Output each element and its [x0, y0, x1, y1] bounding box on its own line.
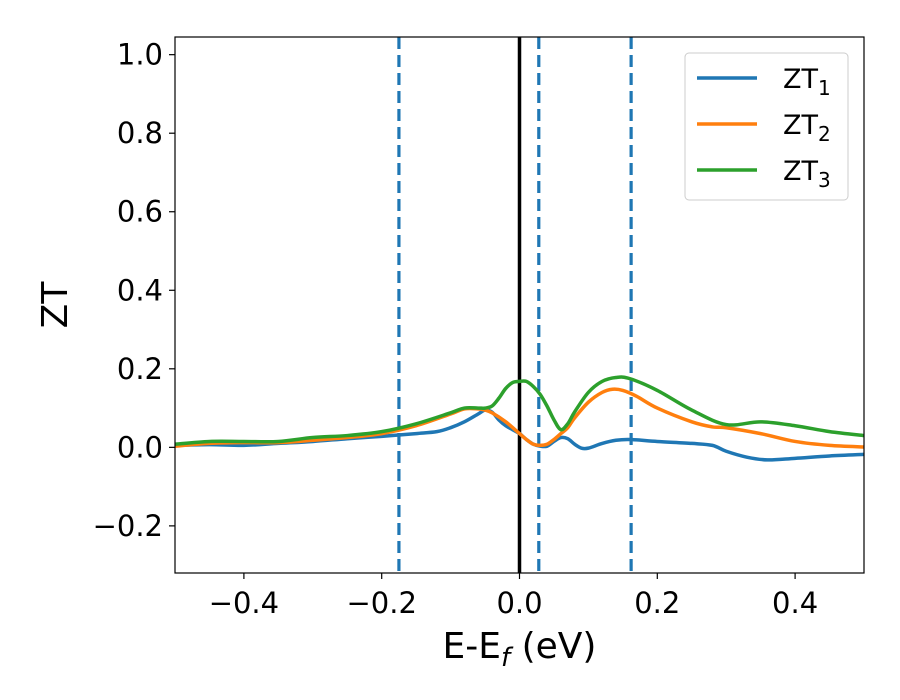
- series-line-zt3: [174, 375, 865, 446]
- x-tick-label: 0.4: [772, 586, 818, 620]
- y-tick-label: −0.2: [93, 509, 163, 543]
- y-axis-label: ZT: [35, 281, 76, 329]
- x-tick-label: 0.0: [496, 586, 542, 620]
- vertical-marker-lines: [397, 37, 633, 573]
- legend-item-zt2: ZT2: [697, 110, 831, 146]
- legend-item-zt3: ZT3: [697, 156, 831, 192]
- y-tick-label: 0.4: [117, 273, 163, 307]
- x-axis-label-unit: (eV): [510, 626, 596, 667]
- legend-label: ZT2: [783, 110, 831, 146]
- x-axis-label-main: E-E: [443, 626, 501, 667]
- y-axis-ticks: −0.2 0.0 0.2 0.4 0.6 0.8 1.0: [93, 38, 175, 543]
- legend-label: ZT3: [783, 156, 831, 192]
- series-line-zt2: [174, 387, 865, 449]
- legend-box: [684, 52, 849, 201]
- legend-label: ZT1: [783, 64, 831, 100]
- y-tick-label: 0.8: [117, 116, 163, 150]
- y-tick-label: 0.2: [117, 352, 163, 386]
- legend-item-zt1: ZT1: [697, 64, 831, 100]
- y-tick-label: 0.0: [117, 430, 163, 464]
- y-tick-label: 1.0: [117, 38, 163, 72]
- x-tick-label: 0.2: [634, 586, 680, 620]
- series-lines: [174, 375, 865, 462]
- x-axis-label: E-Ef (eV): [443, 626, 597, 673]
- legend: ZT1 ZT2 ZT3: [684, 52, 849, 201]
- x-tick-label: −0.2: [346, 586, 416, 620]
- x-axis-ticks: −0.4 −0.2 0.0 0.2 0.4: [209, 573, 818, 620]
- y-tick-label: 0.6: [117, 195, 163, 229]
- x-tick-label: −0.4: [209, 586, 279, 620]
